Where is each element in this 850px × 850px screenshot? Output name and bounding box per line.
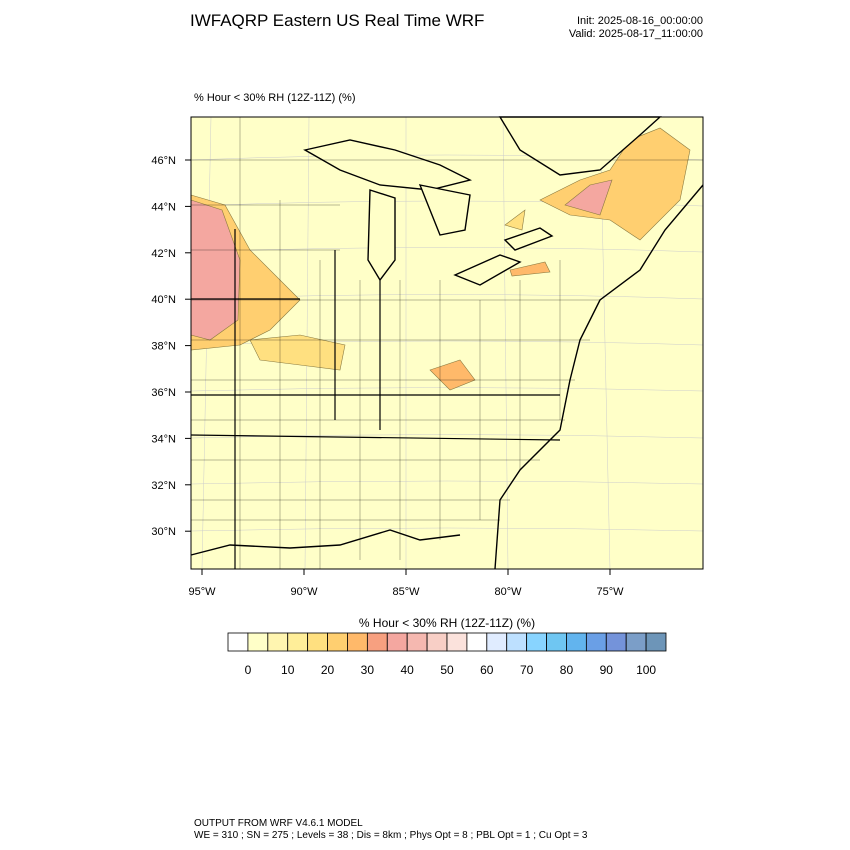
colorbar-swatch bbox=[546, 632, 567, 652]
lat-label: 30°N bbox=[151, 526, 176, 538]
colorbar-swatch bbox=[566, 632, 587, 652]
title: IWFAQRP Eastern US Real Time WRF bbox=[190, 11, 484, 30]
colorbar-label: 90 bbox=[600, 663, 614, 677]
colorbar-label: 10 bbox=[281, 663, 295, 677]
lat-label: 32°N bbox=[151, 480, 176, 492]
lat-label: 38°N bbox=[151, 341, 176, 353]
colorbar-label: 60 bbox=[480, 663, 494, 677]
colorbar-label: 20 bbox=[321, 663, 335, 677]
colorbar-swatch bbox=[645, 632, 667, 652]
lon-label: 80°W bbox=[494, 586, 522, 598]
map-subtitle: % Hour < 30% RH (12Z-11Z) (%) bbox=[194, 92, 355, 104]
colorbar-swatch bbox=[327, 632, 348, 652]
lat-label: 46°N bbox=[151, 155, 176, 167]
colorbar-label: 70 bbox=[520, 663, 534, 677]
lat-labels: 46°N 44°N 42°N 40°N 38°N 36°N 34°N 32°N 30°N bbox=[151, 155, 191, 538]
map bbox=[190, 116, 704, 570]
colorbar-swatch bbox=[526, 632, 547, 652]
colorbar-title: % Hour < 30% RH (12Z-11Z) (%) bbox=[359, 616, 535, 630]
colorbar-swatch bbox=[366, 632, 388, 652]
valid-time: Valid: 2025-08-17_11:00:00 bbox=[569, 28, 703, 40]
colorbar-swatch bbox=[446, 632, 468, 652]
colorbar-label: 40 bbox=[401, 663, 415, 677]
lon-label: 75°W bbox=[596, 586, 624, 598]
colorbar-swatch bbox=[625, 632, 647, 652]
colorbar: 0 10 20 30 40 50 60 70 80 90 100 bbox=[227, 632, 667, 677]
colorbar-label: 80 bbox=[560, 663, 574, 677]
footer-line: WE = 310 ; SN = 275 ; Levels = 38 ; Dis … bbox=[194, 830, 588, 841]
colorbar-swatch bbox=[506, 632, 528, 652]
lon-labels: 95°W 90°W 85°W 80°W 75°W bbox=[188, 569, 624, 598]
colorbar-label: 100 bbox=[636, 663, 656, 677]
colorbar-swatch bbox=[267, 632, 289, 652]
colorbar-swatch bbox=[227, 632, 249, 652]
lat-label: 42°N bbox=[151, 248, 176, 260]
colorbar-label: 50 bbox=[440, 663, 454, 677]
colorbar-swatch bbox=[486, 632, 508, 652]
colorbar-swatch bbox=[386, 632, 408, 652]
lat-label: 36°N bbox=[151, 387, 176, 399]
colorbar-swatch bbox=[287, 632, 309, 652]
colorbar-swatch bbox=[466, 632, 488, 652]
colorbar-swatch bbox=[426, 632, 448, 652]
lon-label: 90°W bbox=[290, 586, 318, 598]
colorbar-swatch bbox=[307, 632, 328, 652]
init-time: Init: 2025-08-16_00:00:00 bbox=[577, 15, 703, 27]
colorbar-swatch bbox=[347, 632, 368, 652]
colorbar-label: 30 bbox=[361, 663, 375, 677]
colorbar-swatch bbox=[605, 632, 627, 652]
colorbar-swatch bbox=[406, 632, 428, 652]
lat-label: 44°N bbox=[151, 201, 176, 213]
lat-label: 34°N bbox=[151, 433, 176, 445]
lon-label: 85°W bbox=[392, 586, 420, 598]
lon-label: 95°W bbox=[188, 586, 216, 598]
colorbar-swatch bbox=[247, 632, 269, 652]
colorbar-label: 0 bbox=[245, 663, 252, 677]
colorbar-swatch bbox=[585, 632, 607, 652]
footer-line: OUTPUT FROM WRF V4.6.1 MODEL bbox=[194, 818, 363, 829]
lat-label: 40°N bbox=[151, 294, 176, 306]
